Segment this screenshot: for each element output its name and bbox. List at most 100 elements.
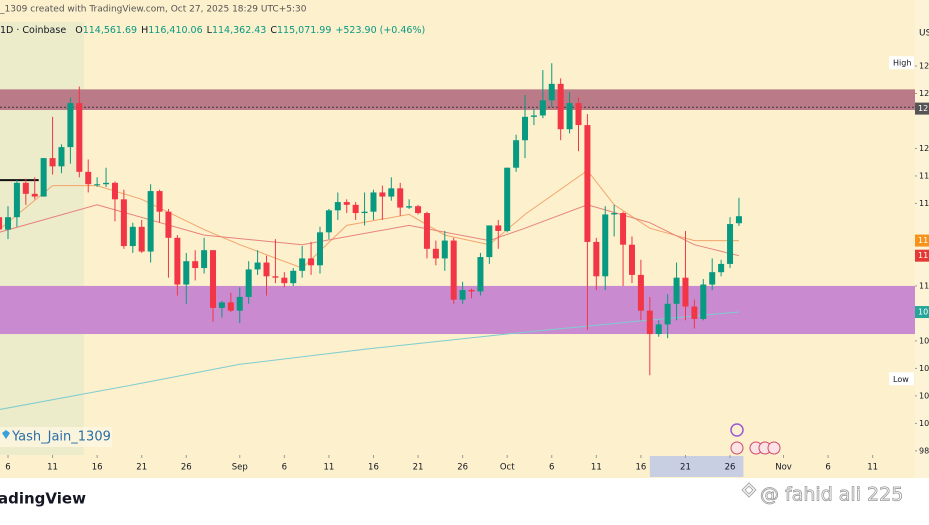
x-tick-label: 21 <box>680 463 691 473</box>
candle-body <box>655 324 662 335</box>
candle-body <box>602 214 609 277</box>
y-tick-label: 102 <box>919 391 929 400</box>
candle-body <box>13 182 20 218</box>
candle-body <box>76 103 83 172</box>
candle-body <box>129 226 136 247</box>
y-tick-label: 120 <box>919 144 929 153</box>
candle-body <box>165 211 172 238</box>
credit-icon <box>741 482 757 498</box>
candle-body <box>637 274 644 311</box>
legend-change: +523.90 (+0.46%) <box>335 25 425 36</box>
candle-body <box>5 217 11 230</box>
x-tick-label: 21 <box>136 463 147 473</box>
candle-body <box>325 210 332 233</box>
candle-body <box>22 182 29 194</box>
candle-body <box>236 296 243 311</box>
legend-key: H <box>141 25 148 36</box>
candle-body <box>254 262 261 270</box>
high-label: High <box>893 59 911 68</box>
y-tick-label: 118 <box>919 171 929 180</box>
candle-body <box>290 270 297 284</box>
candle-body <box>700 284 707 319</box>
candle-body <box>727 224 734 264</box>
legend-key: C <box>270 25 277 36</box>
candle-body <box>31 193 38 197</box>
candle-body <box>218 302 225 308</box>
candle-body <box>584 125 591 242</box>
candle-body <box>388 188 395 197</box>
candle-body <box>566 103 573 130</box>
candle-body <box>611 213 618 215</box>
candle-body <box>709 272 716 285</box>
candle-body <box>49 158 56 167</box>
candle-body <box>147 191 154 252</box>
candle-body <box>575 103 582 126</box>
legend-value: 115,071.99 <box>277 25 331 36</box>
x-tick-label: 6 <box>825 463 830 473</box>
zone <box>0 89 915 110</box>
candle-body <box>673 277 680 304</box>
candle-body <box>406 206 413 208</box>
x-tick-label: Nov <box>775 463 792 473</box>
candle-body <box>40 158 47 197</box>
symbol: 1D · Coinbase <box>0 25 66 36</box>
heart-icon <box>2 430 10 439</box>
candle-body <box>343 202 350 205</box>
currency: US <box>919 29 929 39</box>
candle-body <box>397 188 404 208</box>
candle-body <box>441 240 448 259</box>
event-icons <box>730 423 781 455</box>
y-tick-label: 124 <box>919 89 929 98</box>
low-badge <box>889 372 914 386</box>
candle-body <box>138 226 145 252</box>
ma-line <box>0 311 739 410</box>
x-tick-label: Sep <box>232 463 248 473</box>
candle-body <box>281 277 288 284</box>
signature-box <box>0 427 112 447</box>
price-tag-label: 12 <box>918 104 928 113</box>
candle-body <box>227 302 234 311</box>
candle-body <box>299 258 306 271</box>
candle-body <box>504 167 511 231</box>
candle-body <box>361 211 368 214</box>
legend-value: 114,561.69 <box>83 25 137 36</box>
candle-body <box>174 237 181 285</box>
x-tick-label: 26 <box>457 463 468 473</box>
y-tick-label: 116 <box>919 199 929 208</box>
candle-body <box>379 192 386 197</box>
candle-body <box>156 191 163 212</box>
price-tag <box>915 102 929 115</box>
x-tick-label: 6 <box>549 463 554 473</box>
price-tag <box>915 249 929 262</box>
price-tag-label: 11 <box>918 251 928 260</box>
y-tick-label: 110 <box>919 281 929 290</box>
legend-value: 114,362.43 <box>212 25 266 36</box>
candle-body <box>192 261 199 269</box>
high-badge <box>889 56 914 70</box>
candle-body <box>495 225 502 231</box>
signature: Yash_Jain_1309 <box>0 427 112 447</box>
icon <box>730 423 744 437</box>
candle-body <box>0 217 3 230</box>
credit-watermark: @ fahid ali 225 <box>741 482 904 506</box>
candle-body <box>94 184 101 186</box>
candle-body <box>415 206 422 214</box>
candle-body <box>486 225 493 258</box>
x-range-highlight <box>649 456 744 477</box>
candle-body <box>210 250 217 308</box>
candle-body <box>183 261 190 285</box>
price-tag <box>915 234 929 247</box>
candle-body <box>245 269 252 297</box>
candle-body <box>548 83 555 101</box>
y-tick-label: 98 <box>919 446 929 455</box>
candle-body <box>352 204 359 214</box>
x-tick-label: 26 <box>181 463 192 473</box>
zone <box>0 285 915 335</box>
x-tick-label: 11 <box>591 463 602 473</box>
candle-body <box>539 100 546 116</box>
x-tick-label: 16 <box>635 463 646 473</box>
x-tick-label: 16 <box>92 463 103 473</box>
candle-body <box>691 306 698 319</box>
x-tick-label: 6 <box>282 463 287 473</box>
